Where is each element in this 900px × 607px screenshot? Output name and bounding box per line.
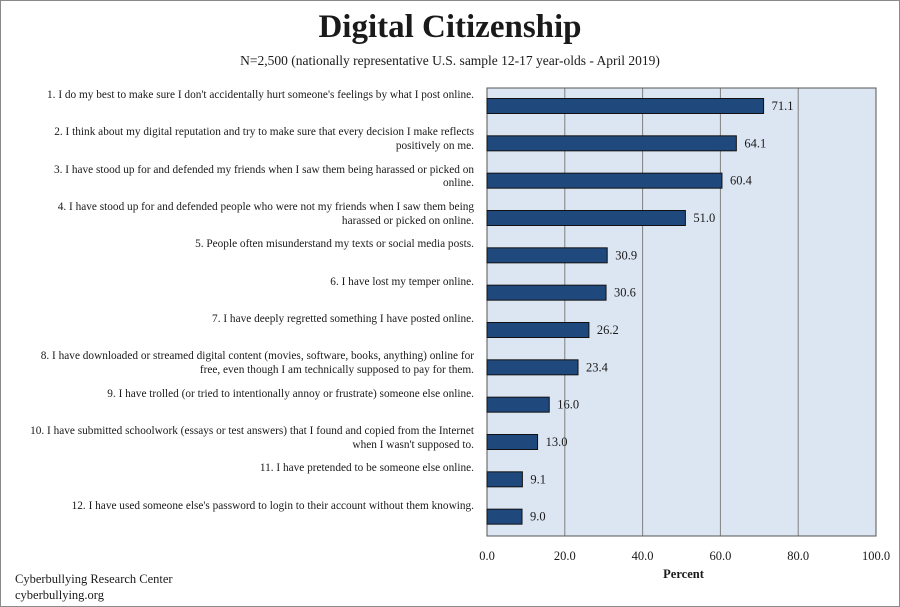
x-tick-label: 40.0 <box>632 549 654 563</box>
data-label: 51.0 <box>693 211 715 225</box>
category-label: 7. I have deeply regretted something I h… <box>212 313 474 325</box>
data-label: 9.1 <box>530 472 546 486</box>
x-tick-label: 20.0 <box>554 549 576 563</box>
data-label: 60.4 <box>730 174 753 188</box>
plot-area <box>487 88 876 536</box>
x-tick-label: 80.0 <box>787 549 809 563</box>
category-label: 10. I have submitted schoolwork (essays … <box>30 425 474 451</box>
data-label: 71.1 <box>772 99 794 113</box>
chart-title: Digital Citizenship <box>318 9 582 45</box>
data-label: 30.9 <box>615 248 637 262</box>
category-label: 4. I have stood up for and defended peop… <box>57 201 474 227</box>
x-tick-label: 0.0 <box>479 549 495 563</box>
x-tick-label: 60.0 <box>709 549 731 563</box>
data-label: 26.2 <box>597 323 619 337</box>
data-label: 16.0 <box>557 398 579 412</box>
category-label: 5. People often misunderstand my texts o… <box>195 238 474 251</box>
category-label: 11. I have pretended to be someone else … <box>259 462 474 475</box>
bar <box>486 508 523 525</box>
category-label: 8. I have downloaded or streamed digital… <box>40 350 474 376</box>
bar <box>486 396 550 413</box>
bar <box>486 434 539 450</box>
x-axis-title: Percent <box>663 567 705 581</box>
x-tick-label: 100.0 <box>862 549 890 563</box>
bar <box>486 247 608 264</box>
bar <box>486 210 686 226</box>
bar <box>486 359 579 376</box>
data-label: 9.0 <box>530 510 546 524</box>
chart-subtitle: N=2,500 (nationally representative U.S. … <box>240 53 660 68</box>
bar <box>486 322 590 338</box>
bar <box>486 471 523 488</box>
plot-border <box>486 87 877 537</box>
category-label: 12. I have used someone else's password … <box>71 499 474 512</box>
bar <box>486 284 607 301</box>
category-label: 6. I have lost my temper online. <box>330 275 474 288</box>
category-label: 9. I have trolled (or tried to intention… <box>107 387 474 400</box>
category-label: 1. I do my best to make sure I don't acc… <box>47 89 474 101</box>
bar <box>486 172 723 189</box>
footer-url: cyberbullying.org <box>15 588 104 602</box>
footer-org: Cyberbullying Research Center <box>15 572 173 586</box>
data-label: 13.0 <box>546 435 568 449</box>
category-label: 3. I have stood up for and defended my f… <box>53 163 474 190</box>
bar <box>486 98 765 114</box>
data-label: 64.1 <box>744 136 766 150</box>
data-label: 23.4 <box>586 360 609 374</box>
category-label: 2. I think about my digital reputation a… <box>54 126 474 152</box>
bar <box>486 135 737 152</box>
data-label: 30.6 <box>614 286 636 300</box>
